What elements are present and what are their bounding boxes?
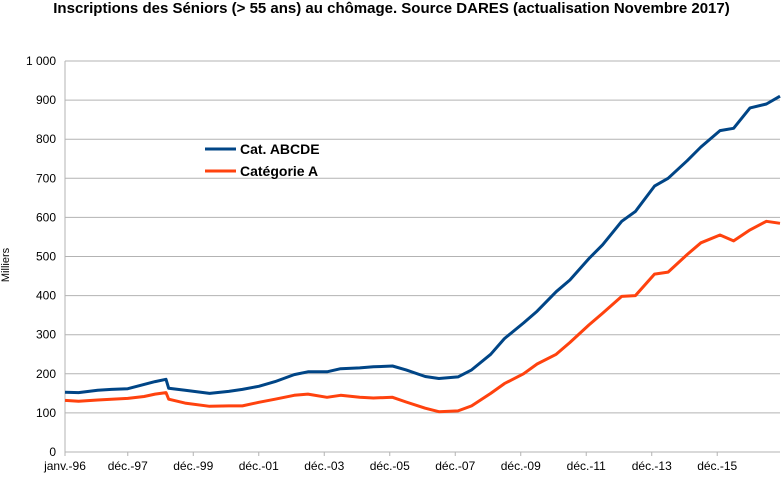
y-tick-label: 0 (49, 445, 56, 459)
grid-lines (65, 60, 780, 414)
x-tick-label: déc.-13 (632, 459, 672, 473)
y-tick-label: 200 (36, 367, 56, 381)
y-tick-label: 300 (36, 328, 56, 342)
y-axis-label: Milliers (0, 247, 12, 282)
legend-label-categorie-a: Catégorie A (240, 163, 318, 179)
axes (64, 61, 780, 456)
series-line-0 (64, 94, 781, 395)
x-tick-label: déc.-09 (501, 459, 541, 473)
y-tick-label: 1 000 (26, 54, 56, 68)
x-tick-labels: janv.-96 déc.-97 déc.-99 déc.-01 déc.-03 déc.… (43, 459, 737, 473)
x-tick-label: déc.-07 (435, 459, 475, 473)
x-tick-label: déc.-03 (304, 459, 344, 473)
y-tick-label: 900 (36, 93, 56, 107)
y-tick-label: 500 (36, 250, 56, 264)
y-tick-label: 400 (36, 289, 56, 303)
x-tick-label: déc.-97 (108, 459, 148, 473)
x-tick-label: déc.-05 (370, 459, 410, 473)
y-tick-labels: 0 100 200 300 400 500 600 700 800 900 1 000 (26, 54, 56, 459)
y-tick-label: 800 (36, 132, 56, 146)
series-line-1 (64, 219, 781, 414)
series-lines (64, 94, 781, 414)
x-tick-label: déc.-01 (239, 459, 279, 473)
x-tick-label: déc.-99 (173, 459, 213, 473)
y-tick-label: 700 (36, 171, 56, 185)
x-tick-label: janv.-96 (43, 459, 86, 473)
legend-label-cat-abcde: Cat. ABCDE (240, 141, 320, 157)
legend: Cat. ABCDE Catégorie A (205, 141, 320, 179)
y-tick-label: 100 (36, 406, 56, 420)
x-tick-label: déc.-15 (697, 459, 737, 473)
x-tick-label: déc.-11 (567, 459, 606, 473)
y-tick-label: 600 (36, 210, 56, 224)
chart-title: Inscriptions des Séniors (> 55 ans) au c… (53, 0, 730, 17)
